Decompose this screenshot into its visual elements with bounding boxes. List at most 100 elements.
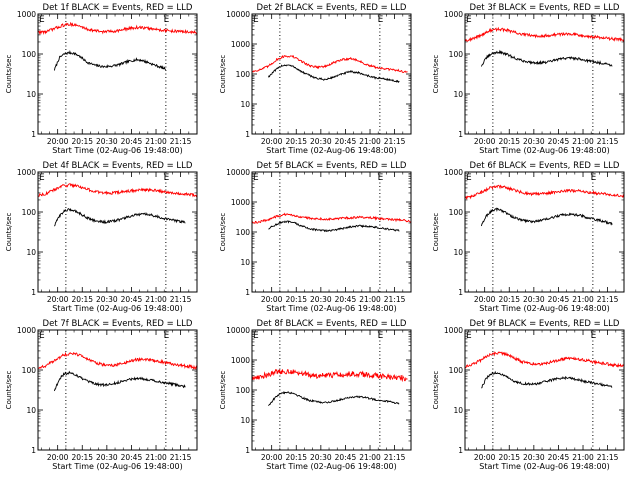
- x-tick-label: 20:45: [335, 453, 357, 462]
- x-tick-label: 20:45: [121, 453, 143, 462]
- x-tick-label: 21:00: [572, 453, 594, 462]
- panel-7: Det 7f BLACK = Events, RED = LLD Counts/s…: [5, 319, 198, 471]
- plot-frame: [464, 329, 625, 451]
- x-tick-label: 20:45: [548, 295, 570, 304]
- panel-title: Det 8f BLACK = Events, RED = LLD: [257, 319, 407, 329]
- y-tick-label: 100: [449, 50, 464, 59]
- x-tick-label: 21:00: [572, 295, 594, 304]
- y-tick-label: 100: [236, 70, 251, 79]
- panel-title: Det 7f BLACK = Events, RED = LLD: [43, 319, 193, 329]
- panel-title: Det 6f BLACK = Events, RED = LLD: [470, 161, 620, 171]
- x-axis-label: Start Time (02-Aug-06 19:48:00): [479, 146, 610, 155]
- marker-label: E: [253, 15, 259, 25]
- x-tick-label: 21:15: [384, 453, 406, 462]
- y-tick-label: 1: [31, 288, 36, 297]
- panel-title: Det 4f BLACK = Events, RED = LLD: [43, 161, 193, 171]
- series-events: [54, 207, 186, 227]
- x-tick-label: 20:30: [96, 295, 118, 304]
- x-tick-label: 20:30: [523, 453, 545, 462]
- x-tick-label: 20:15: [71, 137, 93, 146]
- panel-title: Det 1f BLACK = Events, RED = LLD: [43, 3, 193, 13]
- x-tick-label: 21:15: [170, 295, 192, 304]
- x-axis-label: Start Time (02-Aug-06 19:48:00): [479, 304, 610, 313]
- plot-frame: [37, 171, 198, 293]
- panel-title: Det 5f BLACK = Events, RED = LLD: [257, 161, 407, 171]
- x-tick-label: 21:00: [145, 453, 167, 462]
- marker-label: E: [378, 331, 384, 341]
- x-tick-label: 20:15: [498, 453, 520, 462]
- y-tick-label: 1: [458, 288, 463, 297]
- y-tick-label: 1: [245, 446, 250, 455]
- y-tick-label: 10: [240, 416, 250, 425]
- marker-label: E: [164, 173, 170, 183]
- y-tick-label: 10000: [226, 10, 250, 19]
- x-tick-label: 20:45: [121, 295, 143, 304]
- x-tick-label: 20:30: [96, 453, 118, 462]
- x-tick-label: 20:30: [523, 295, 545, 304]
- x-tick-label: 20:15: [71, 295, 93, 304]
- marker-label: E: [164, 331, 170, 341]
- x-tick-label: 20:30: [310, 137, 332, 146]
- y-tick-label: 1000: [231, 198, 250, 207]
- x-tick-label: 20:30: [523, 137, 545, 146]
- y-tick-label: 100: [449, 208, 464, 217]
- panel-title: Det 3f BLACK = Events, RED = LLD: [470, 3, 620, 13]
- y-axis-label: Counts/sec: [432, 55, 440, 94]
- y-axis-label: Counts/sec: [5, 213, 13, 252]
- y-tick-label: 10000: [226, 326, 250, 335]
- x-tick-label: 21:00: [572, 137, 594, 146]
- y-tick-label: 1000: [231, 40, 250, 49]
- series-events: [53, 50, 166, 71]
- marker-label: E: [253, 331, 259, 341]
- plot-frame: [464, 171, 625, 293]
- y-tick-label: 100: [22, 50, 37, 59]
- y-tick-label: 10: [453, 90, 463, 99]
- y-axis-label: Counts/sec: [219, 371, 227, 410]
- x-tick-label: 21:15: [384, 137, 406, 146]
- x-axis-label: Start Time (02-Aug-06 19:48:00): [266, 462, 397, 471]
- marker-label: E: [253, 173, 259, 183]
- x-tick-label: 20:30: [96, 137, 118, 146]
- y-tick-label: 10: [26, 90, 36, 99]
- x-tick-label: 20:45: [548, 453, 570, 462]
- x-tick-label: 20:45: [335, 137, 357, 146]
- y-tick-label: 1000: [444, 168, 463, 177]
- y-tick-label: 100: [22, 208, 37, 217]
- y-tick-label: 1000: [231, 356, 250, 365]
- panel-5: Det 5f BLACK = Events, RED = LLD Counts/s…: [219, 161, 412, 313]
- y-tick-label: 1: [31, 130, 36, 139]
- y-tick-label: 1000: [17, 326, 36, 335]
- plot-frame: [251, 329, 412, 451]
- marker-label: E: [39, 15, 45, 25]
- panel-4: Det 4f BLACK = Events, RED = LLD Counts/s…: [5, 161, 198, 313]
- x-tick-label: 20:45: [335, 295, 357, 304]
- x-tick-label: 21:00: [359, 295, 381, 304]
- series-events: [480, 207, 613, 227]
- y-tick-label: 1: [458, 446, 463, 455]
- x-tick-label: 20:15: [285, 295, 307, 304]
- series-events: [480, 49, 613, 67]
- plot-frame: [251, 171, 412, 293]
- y-axis-label: Counts/sec: [5, 55, 13, 94]
- y-tick-label: 1: [31, 446, 36, 455]
- x-axis-label: Start Time (02-Aug-06 19:48:00): [479, 462, 610, 471]
- marker-label: E: [466, 15, 472, 25]
- y-axis-label: Counts/sec: [432, 213, 440, 252]
- x-tick-label: 21:00: [359, 137, 381, 146]
- x-tick-label: 20:15: [285, 137, 307, 146]
- x-tick-label: 21:15: [597, 453, 619, 462]
- series-lld: [251, 55, 408, 74]
- marker-label: E: [378, 15, 384, 25]
- x-tick-label: 21:15: [170, 137, 192, 146]
- y-tick-label: 100: [236, 386, 251, 395]
- marker-label: E: [378, 173, 384, 183]
- y-axis-label: Counts/sec: [432, 371, 440, 410]
- y-tick-label: 1000: [444, 10, 463, 19]
- x-tick-label: 20:00: [261, 453, 283, 462]
- marker-label: E: [39, 173, 45, 183]
- x-tick-label: 20:15: [71, 453, 93, 462]
- y-tick-label: 10: [240, 100, 250, 109]
- x-axis-label: Start Time (02-Aug-06 19:48:00): [52, 304, 183, 313]
- series-lld: [464, 351, 625, 369]
- x-tick-label: 21:00: [359, 453, 381, 462]
